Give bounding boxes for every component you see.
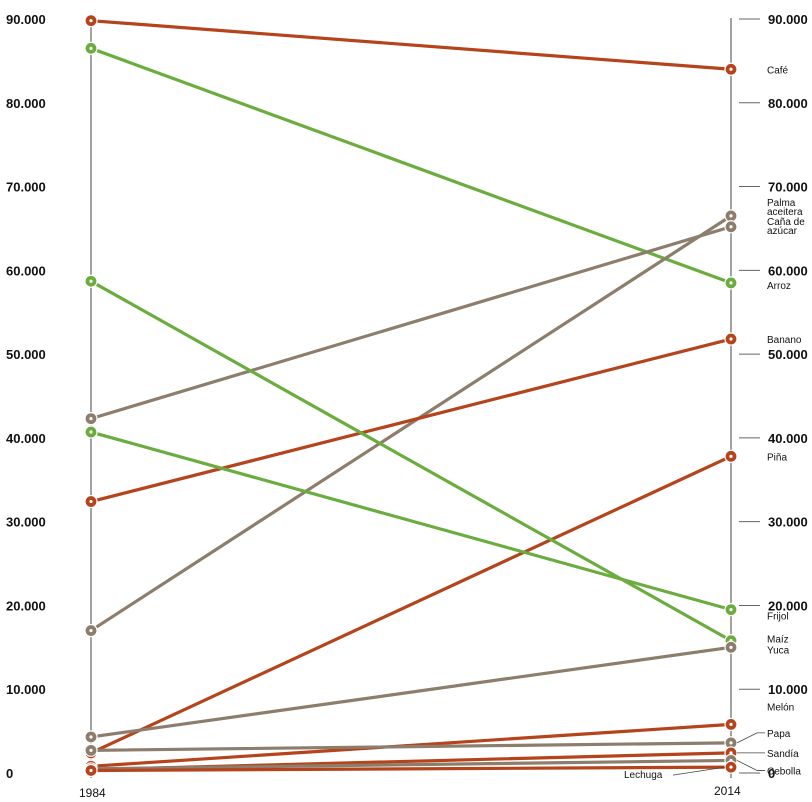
y-tick-label-right: 90.000 — [768, 12, 808, 27]
crop-label-sandia: Sandía — [767, 749, 799, 760]
y-tick-label-right: 10.000 — [768, 682, 808, 697]
crop-label-palma-aceitera: aceitera — [767, 207, 803, 218]
crop-label-melon: Melón — [767, 702, 794, 713]
crop-label-cana-de-azucar: Caña de — [767, 217, 805, 228]
y-tick-label-right: 0 — [768, 766, 775, 781]
crop-label-cebolla: Cebolla — [767, 766, 801, 777]
crop-label-arroz: Arroz — [767, 281, 791, 292]
point-center-maiz-1984 — [89, 279, 93, 283]
y-tick-label-left: 50.000 — [6, 347, 46, 362]
point-center-melon-2014 — [729, 722, 733, 727]
y-tick-label-right: 30.000 — [768, 515, 808, 530]
point-center-cafe-1984 — [89, 19, 93, 23]
point-layer — [84, 14, 738, 778]
crop-label-yuca: Yuca — [767, 645, 790, 656]
point-center-cafe-2014 — [729, 67, 733, 71]
tick-layer: 0 0 10.000 10.000 20.000 20.000 30.000 30.000 40… — [6, 12, 808, 781]
y-tick-label-right: 40.000 — [768, 431, 808, 446]
series-line-banano — [89, 337, 733, 504]
point-center-yuca-2014 — [729, 645, 733, 649]
y-tick-label-left: 60.000 — [6, 263, 46, 278]
leader-line-papa — [736, 732, 765, 744]
point-center-yuca-1984 — [89, 735, 93, 739]
point-center-cana-de-azucar-2014 — [729, 225, 733, 229]
y-tick-label-right: 50.000 — [768, 347, 808, 362]
series-line-pina — [89, 454, 733, 755]
point-center-palma-aceitera-1984 — [89, 628, 93, 633]
point-center-papa-1984 — [89, 748, 93, 752]
point-center-frijol-1984 — [89, 430, 93, 434]
point-center-lechuga-1984 — [89, 768, 93, 773]
point-center-frijol-2014 — [729, 608, 733, 612]
series-line-cebolla — [89, 758, 733, 771]
point-center-banano-2014 — [729, 337, 733, 341]
y-tick-label-left: 40.000 — [6, 431, 46, 446]
year-label-2014: 2014 — [714, 784, 741, 798]
series-line-yuca — [89, 645, 733, 739]
point-center-banano-1984 — [89, 499, 93, 504]
series-line-cana-de-azucar — [89, 225, 733, 421]
crop-label-maiz: Maíz — [767, 635, 789, 646]
crop-label-cafe: Café — [767, 65, 789, 76]
leader-line-cebolla — [736, 760, 765, 771]
point-center-lechuga-2014 — [729, 765, 733, 769]
y-tick-label-right: 20.000 — [768, 598, 808, 613]
y-tick-label-right: 60.000 — [768, 263, 808, 278]
series-line-palma-aceitera — [89, 214, 733, 633]
series-line-frijol — [89, 430, 733, 612]
point-center-papa-2014 — [729, 741, 733, 745]
crop-label-lechuga: Lechuga — [624, 770, 663, 781]
crop-label-frijol: Frijol — [767, 612, 789, 623]
point-center-arroz-1984 — [89, 46, 93, 50]
y-tick-label-left: 30.000 — [6, 515, 46, 530]
year-label-1984: 1984 — [79, 786, 106, 800]
series-line-arroz — [89, 46, 733, 285]
axes-layer — [90, 18, 732, 778]
series-line-lechuga — [89, 765, 733, 773]
crop-label-papa: Papa — [767, 729, 791, 740]
series-line-layer — [89, 19, 733, 773]
series-line-cafe — [89, 19, 733, 71]
y-tick-label-right: 80.000 — [768, 96, 808, 111]
point-center-pina-2014 — [729, 454, 733, 458]
y-tick-label-left: 90.000 — [6, 12, 46, 27]
series-line-maiz — [89, 279, 733, 643]
crop-label-palma-aceitera: Palma — [767, 198, 796, 209]
y-tick-label-left: 20.000 — [6, 598, 46, 613]
y-tick-label-left: 10.000 — [6, 682, 46, 697]
y-tick-label-right: 70.000 — [768, 180, 808, 195]
point-center-palma-aceitera-2014 — [729, 214, 733, 218]
series-line-papa — [89, 741, 733, 752]
crop-label-pina: Piña — [767, 452, 787, 463]
point-center-arroz-2014 — [729, 281, 733, 285]
point-center-cana-de-azucar-1984 — [89, 417, 93, 421]
crop-label-cana-de-azucar: azúcar — [767, 226, 798, 237]
y-tick-label-left: 0 — [6, 766, 13, 781]
point-center-sandia-2014 — [729, 751, 733, 755]
y-tick-label-left: 70.000 — [6, 180, 46, 195]
crop-label-banano: Banano — [767, 335, 802, 346]
y-tick-label-left: 80.000 — [6, 96, 46, 111]
leader-line-lechuga — [672, 766, 726, 776]
